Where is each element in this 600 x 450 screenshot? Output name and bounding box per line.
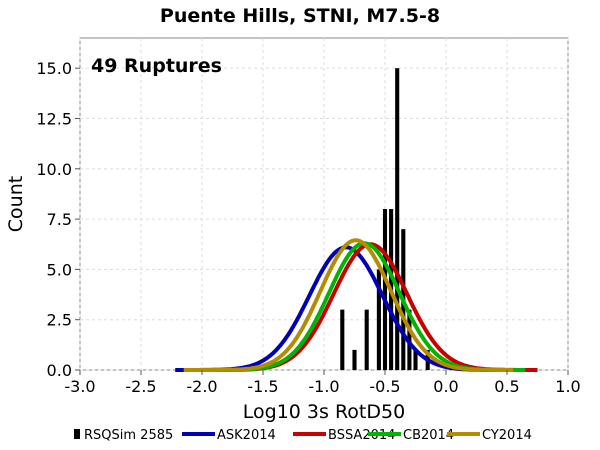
legend-label: CB2014 — [403, 428, 454, 443]
legend-swatch — [74, 429, 80, 439]
legend-swatch — [368, 432, 401, 436]
histogram-bar — [340, 309, 345, 370]
x-tick-label: 0.5 — [494, 377, 519, 396]
y-axis: 0.0 2.5 5.0 7.5 10.0 12.5 15.0 — [36, 59, 80, 380]
x-tick-label: -2.5 — [125, 377, 156, 396]
y-axis-label: Count — [5, 176, 27, 232]
histogram-bar — [395, 68, 400, 370]
x-tick-label: -1.0 — [308, 377, 339, 396]
x-tick-label: -2.0 — [186, 377, 217, 396]
legend-swatch — [293, 432, 326, 436]
x-tick-label: -3.0 — [64, 377, 95, 396]
histogram-bar — [413, 349, 418, 370]
legend: RSQSim 2585 ASK2014 BSSA2014 CB2014 CY2014 — [74, 428, 532, 443]
histogram-bar — [364, 309, 369, 370]
x-axis-label: Log10 3s RotD50 — [243, 401, 405, 423]
legend-label: RSQSim 2585 — [84, 428, 173, 443]
x-tick-label: 0.0 — [433, 377, 458, 396]
chart-title: Puente Hills, STNI, M7.5-8 — [160, 5, 440, 27]
grid — [79, 38, 569, 371]
gmpe-curves — [175, 238, 538, 372]
y-tick-label: 2.5 — [47, 311, 72, 330]
curve-cy2014 — [183, 238, 514, 372]
histogram-bar — [382, 209, 388, 370]
legend-label: CY2014 — [482, 428, 532, 443]
histogram-bar — [352, 349, 357, 370]
histogram-bar — [376, 269, 381, 370]
y-tick-label: 10.0 — [36, 160, 72, 179]
y-tick-label: 15.0 — [36, 59, 72, 78]
ruptures-annotation: 49 Ruptures — [91, 55, 222, 77]
legend-label: ASK2014 — [217, 428, 276, 443]
x-axis: -3.0 -2.5 -2.0 -1.5 -1.0 -0.5 0.0 0.5 1.0 — [64, 370, 581, 396]
x-tick-label: 1.0 — [555, 377, 580, 396]
x-tick-label: -1.5 — [247, 377, 278, 396]
y-tick-label: 0.0 — [47, 361, 72, 380]
legend-label: BSSA2014 — [328, 428, 395, 443]
legend-swatch — [182, 432, 215, 436]
y-tick-label: 12.5 — [36, 109, 72, 128]
y-tick-label: 7.5 — [47, 210, 72, 229]
x-tick-label: -0.5 — [369, 377, 400, 396]
legend-swatch — [447, 432, 480, 436]
y-tick-label: 5.0 — [47, 260, 72, 279]
